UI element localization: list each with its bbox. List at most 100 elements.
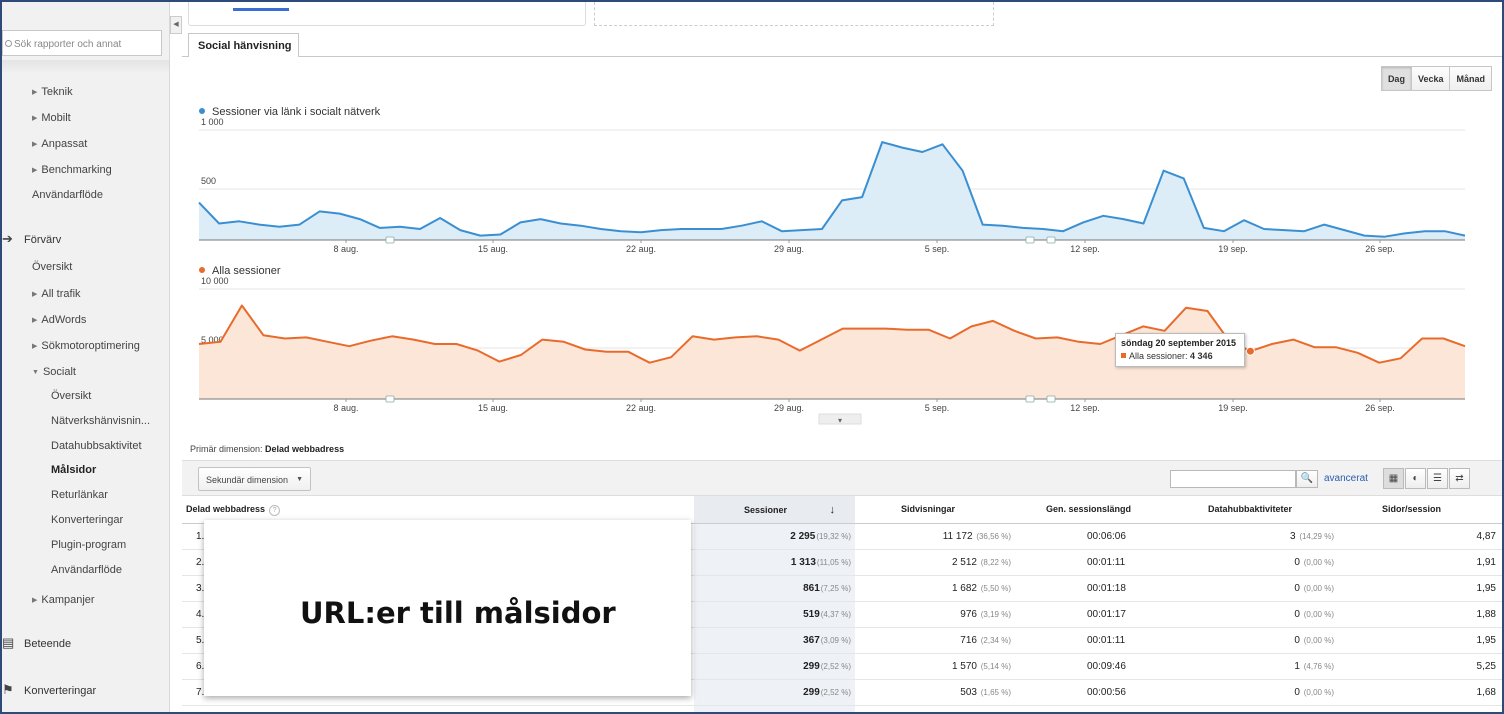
chart-2-x-tick: 15 aug.: [478, 403, 508, 413]
sidebar-item-label: Kampanjer: [41, 594, 95, 606]
segment-box[interactable]: [188, 2, 586, 26]
sidebar-item-label: Användarflöde: [51, 564, 122, 576]
pageviews-cell: 11 172 (36,56 %): [943, 531, 1011, 542]
comparison-view-icon[interactable]: ⇄: [1449, 468, 1470, 489]
chart-2-x-tick: 8 aug.: [333, 403, 358, 413]
sidebar-item-teknik[interactable]: ▶ Teknik: [32, 86, 73, 98]
primary-dimension-value[interactable]: Delad webbadress: [265, 444, 345, 454]
table-row[interactable]: 4. 519(4,37 %) 976 (3,19 %) 00:01:17 0 (0,00…: [182, 602, 1502, 628]
sidebar-item-plugin-program[interactable]: Plugin-program: [51, 539, 126, 551]
grid-view-icon[interactable]: ▦: [1383, 468, 1404, 489]
sidebar-item-socialt[interactable]: ▼ Socialt: [32, 366, 76, 378]
row-index-cell: 5.: [196, 635, 204, 646]
row-index: 1.: [196, 531, 205, 542]
sidebar-item-all-trafik[interactable]: ▶ All trafik: [32, 288, 81, 300]
chevron-down-icon: ▼: [296, 476, 303, 483]
duration-cell: 00:01:11: [1087, 557, 1125, 568]
col-pageviews-header[interactable]: Sidvisningar: [901, 504, 956, 514]
secondary-dimension-label: Sekundär dimension: [206, 475, 289, 485]
sidebar-item-mobilt[interactable]: ▶ Mobilt: [32, 112, 71, 124]
pageviews-value: 11 172: [942, 531, 973, 542]
pps-cell: 1,91: [1477, 557, 1496, 568]
pie-view-icon[interactable]: ◐: [1405, 468, 1426, 489]
pageviews-pct: (1,65 %): [980, 688, 1011, 697]
sidebar-item-benchmarking[interactable]: ▶ Benchmarking: [32, 164, 112, 176]
sidebar-section-konverteringar[interactable]: ⚑ Konverteringar: [2, 682, 96, 698]
caret-right-icon: ▶: [32, 291, 38, 298]
chart-2-annotation-marker: [385, 395, 395, 403]
search-input[interactable]: Sök rapporter och annat: [2, 30, 162, 56]
tab-social-hanvisning[interactable]: Social hänvisning: [188, 33, 299, 57]
sidebar-item-datahubbsaktivitet[interactable]: Datahubbsaktivitet: [51, 440, 142, 452]
divider: [182, 56, 1502, 57]
table-row[interactable]: 1. 2 295(19,32 %) 11 172 (36,56 %) 00:06:06…: [182, 524, 1502, 550]
annotation-overlay: URL:er till målsidor: [204, 520, 691, 696]
col-hub-header[interactable]: Datahubbaktiviteter: [1208, 504, 1293, 514]
hub-value: 0: [1294, 583, 1300, 594]
table-row[interactable]: 3. 861(7,25 %) 1 682 (5,50 %) 00:01:18 0 (0,…: [182, 576, 1502, 602]
chart-2-x-tick: 22 aug.: [626, 403, 656, 413]
sidebar-item-returlankar[interactable]: Returlänkar: [51, 489, 108, 501]
hub-cell: 0 (0,00 %): [1294, 687, 1334, 698]
hub-cell: 0 (0,00 %): [1294, 557, 1334, 568]
sidebar-section-forvarv[interactable]: ➔ Förvärv: [2, 231, 61, 247]
table-search-input[interactable]: [1170, 470, 1296, 488]
period-selector: Dag Vecka Månad: [1380, 66, 1492, 91]
sessions-pct: (7,25 %): [820, 584, 851, 593]
sidebar-item-sokmotoroptimering[interactable]: ▶ Sökmotoroptimering: [32, 340, 140, 352]
table-row[interactable]: 7. 299(2,52 %) 503 (1,65 %) 00:00:56 0 (0,00…: [182, 680, 1502, 706]
sidebar-item-oversikt[interactable]: Översikt: [32, 261, 72, 273]
secondary-dimension-dropdown[interactable]: Sekundär dimension ▼: [198, 467, 311, 491]
sidebar-item-adwords[interactable]: ▶ AdWords: [32, 314, 86, 326]
row-index: 5.: [196, 635, 205, 646]
chart-1-x-tick: 22 aug.: [626, 244, 656, 254]
chart-1-y-tick: 1 000: [201, 117, 224, 127]
hub-value: 0: [1294, 609, 1300, 620]
sessions-pct: (2,52 %): [820, 688, 851, 697]
performance-view-icon[interactable]: ☰: [1427, 468, 1448, 489]
sidebar-item-socialt-anvandarflode[interactable]: Användarflöde: [51, 564, 122, 576]
period-month-button[interactable]: Månad: [1449, 66, 1492, 91]
sidebar-item-socialt-oversikt[interactable]: Översikt: [51, 390, 91, 402]
sessions-pct: (4,37 %): [820, 610, 851, 619]
acquisition-icon: ➔: [2, 231, 13, 246]
sidebar-item-anpassat[interactable]: ▶ Anpassat: [32, 138, 87, 150]
row-index-cell: 6.: [196, 661, 204, 672]
add-segment-box[interactable]: [594, 2, 994, 26]
duration-cell: 00:09:46: [1087, 661, 1126, 672]
duration-cell: 00:01:11: [1087, 635, 1125, 646]
sidebar-item-anvandarflode[interactable]: Användarflöde: [32, 189, 103, 201]
resize-handle-icon: ▾: [838, 416, 842, 425]
help-icon[interactable]: ?: [269, 505, 281, 516]
view-switcher: ▦ ◐ ☰ ⇄: [1382, 468, 1470, 489]
table-row[interactable]: 2. 1 313(11,05 %) 2 512 (8,22 %) 00:01:11 0 …: [182, 550, 1502, 576]
behavior-icon: ▤: [2, 635, 15, 650]
sidebar-item-konverteringar[interactable]: Konverteringar: [51, 514, 123, 526]
col-sessions-header[interactable]: Sessioner ↓: [744, 504, 835, 516]
sidebar-item-natverkshanvisningar[interactable]: Nätverkshänvisnin...: [51, 415, 150, 427]
sidebar-section-beteende[interactable]: ▤ Beteende: [2, 635, 71, 651]
tooltip-value: 4 346: [1190, 351, 1213, 361]
hub-pct: (4,76 %): [1303, 662, 1334, 671]
col-url-header[interactable]: Delad webbadress?: [186, 504, 281, 516]
col-duration-header[interactable]: Gen. sessionslängd: [1046, 504, 1132, 514]
duration-value: 00:01:11: [1087, 635, 1126, 646]
chart-1-x-tick: 5 sep.: [925, 244, 950, 254]
hub-pct: (0,00 %): [1303, 688, 1334, 697]
col-pps-header[interactable]: Sidor/session: [1382, 504, 1442, 514]
period-week-button[interactable]: Vecka: [1410, 66, 1451, 91]
table-row[interactable]: 6. 299(2,52 %) 1 570 (5,14 %) 00:09:46 1 (4,…: [182, 654, 1502, 680]
sidebar-item-label: Förvärv: [24, 234, 62, 246]
sessions-cell: 519(4,37 %): [803, 609, 851, 620]
collapse-sidebar-button[interactable]: ◀: [170, 16, 182, 34]
table-search-button[interactable]: 🔍: [1296, 470, 1318, 488]
duration-value: 00:01:17: [1087, 609, 1126, 620]
pps-value: 1,95: [1476, 583, 1496, 594]
sessions-cell: 1 313(11,05 %): [791, 557, 851, 568]
sidebar-item-malsidor[interactable]: Målsidor: [51, 464, 96, 476]
table-row[interactable]: 5. 367(3,09 %) 716 (2,34 %) 00:01:11 0 (0,00…: [182, 628, 1502, 654]
pageviews-pct: (3,19 %): [980, 610, 1011, 619]
advanced-filter-link[interactable]: avancerat: [1324, 473, 1368, 484]
sidebar-item-kampanjer[interactable]: ▶ Kampanjer: [32, 594, 95, 606]
divider: [2, 60, 169, 74]
